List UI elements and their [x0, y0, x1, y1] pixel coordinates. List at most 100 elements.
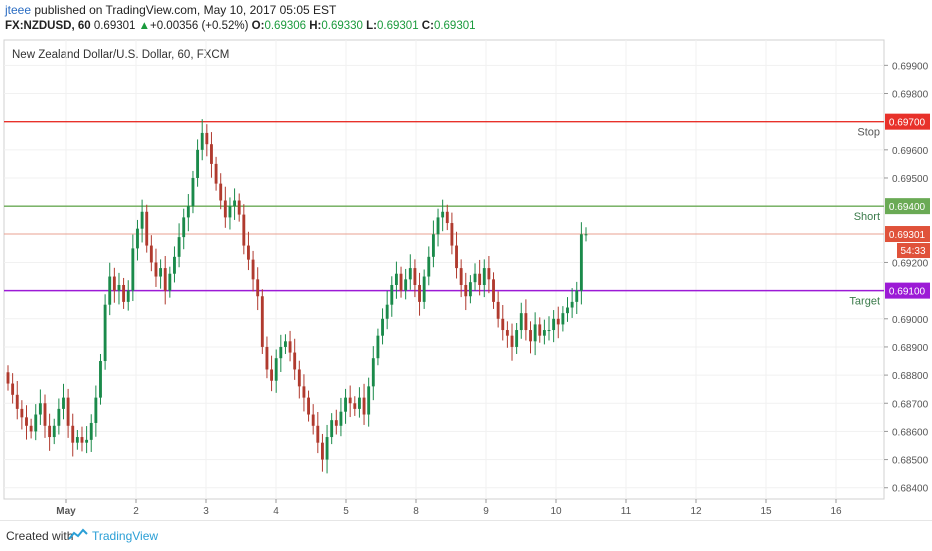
candle-body [196, 149, 200, 178]
open-label: O: [251, 20, 265, 32]
x-tick-label: 15 [760, 506, 772, 517]
open-value: 0.69306 [264, 20, 307, 32]
countdown-tag-label: 54:33 [900, 246, 925, 257]
symbol-info: FX:NZDUSD, 60 0.69301 ▲+0.00356 (+0.52%)… [5, 20, 476, 32]
candle-body [455, 245, 458, 269]
chart-header: jteee published on TradingView.com, May … [0, 0, 932, 38]
candle-body [140, 211, 144, 229]
candle-body [584, 234, 588, 236]
y-tick-label: 0.68500 [892, 456, 929, 467]
candle-body [117, 284, 121, 291]
candle-body [99, 361, 102, 398]
candle-body [43, 403, 47, 426]
candle-body [228, 206, 232, 218]
price-change: +0.00356 (+0.52%) [150, 20, 249, 32]
current-price-tag [885, 226, 930, 243]
candle-body [422, 276, 426, 302]
candle-body [205, 132, 209, 145]
candle-body [376, 335, 380, 359]
candle-body [210, 144, 213, 164]
candle-body [15, 394, 19, 409]
candle-body [279, 346, 283, 359]
candle-body [501, 318, 505, 331]
candle-body [344, 397, 347, 412]
candle-body [297, 369, 301, 387]
candle-body [431, 234, 435, 257]
x-tick-label: 5 [343, 506, 349, 517]
x-tick-label: 8 [413, 506, 419, 517]
candle-body [34, 414, 38, 432]
candle-body [103, 304, 107, 362]
candle-body [136, 228, 139, 249]
candle-body [173, 256, 176, 274]
candle-body [441, 211, 445, 218]
close-label: C: [421, 20, 434, 32]
x-tick-label: 11 [621, 506, 632, 517]
x-tick-label: 2 [133, 506, 139, 517]
footer: Created with TradingView [0, 520, 932, 551]
level-price-tag [885, 113, 930, 130]
candle-body [284, 341, 287, 347]
candle-body [529, 330, 532, 342]
tradingview-logo-icon [68, 528, 88, 540]
close-value: 0.69301 [433, 20, 476, 32]
candle-body [89, 422, 93, 440]
candle-body [436, 217, 440, 235]
candle-body [302, 386, 306, 398]
candle-body [20, 408, 24, 418]
candle-body [25, 417, 28, 426]
author-link[interactable]: jteee [5, 3, 32, 17]
candle-body [367, 386, 371, 415]
candle-body [330, 420, 334, 438]
candle-body [288, 341, 292, 353]
candle-body [515, 330, 519, 347]
candle-body [223, 200, 227, 218]
candle-body [71, 425, 75, 443]
candle-body [538, 324, 542, 336]
y-tick-label: 0.69800 [892, 90, 929, 101]
candle-body [399, 273, 403, 291]
high-label: H: [309, 20, 322, 32]
level-price-tag-label: 0.69700 [889, 118, 926, 129]
candle-body [404, 279, 408, 291]
tradingview-brand-link[interactable]: TradingView [92, 529, 159, 543]
plot-frame [3, 39, 885, 500]
y-tick-label: 0.69200 [892, 258, 929, 269]
countdown-tag [897, 243, 930, 259]
candle-body [256, 279, 260, 297]
candle-body [552, 318, 556, 331]
y-tick-label: 0.68800 [892, 371, 929, 382]
candle-body [154, 262, 158, 277]
candle-body [85, 439, 89, 443]
candle-body [468, 282, 472, 297]
candle-body [371, 358, 375, 387]
y-tick-label: 0.68400 [892, 484, 929, 495]
candle-body [362, 397, 366, 415]
candle-body [339, 411, 343, 426]
candle-body [274, 358, 278, 381]
candle-body [29, 425, 33, 432]
candle-body [265, 346, 269, 370]
candle-body [247, 245, 250, 260]
low-label: L: [366, 20, 378, 32]
candle-body [385, 304, 389, 319]
low-value: 0.69301 [377, 20, 419, 32]
candle-body [334, 420, 338, 426]
candle-body [293, 352, 297, 370]
chart-area[interactable]: New Zealand Dollar/U.S. Dollar, 60, FXCM… [0, 38, 932, 518]
created-with-text: Created with [6, 529, 74, 543]
price-chart[interactable]: New Zealand Dollar/U.S. Dollar, 60, FXCM… [0, 38, 932, 518]
chart-title: New Zealand Dollar/U.S. Dollar, 60, FXCM [12, 49, 229, 61]
candle-body [311, 414, 315, 426]
candle-body [6, 372, 10, 384]
candle-body [242, 214, 246, 246]
candle-body [270, 369, 274, 381]
x-tick-label: 4 [273, 506, 279, 517]
candle-body [122, 284, 126, 302]
candles [6, 119, 588, 474]
candle-body [260, 296, 264, 347]
candle-body [52, 425, 56, 438]
candle-body [519, 313, 523, 331]
candle-body [459, 268, 463, 285]
candle-body [191, 177, 195, 207]
